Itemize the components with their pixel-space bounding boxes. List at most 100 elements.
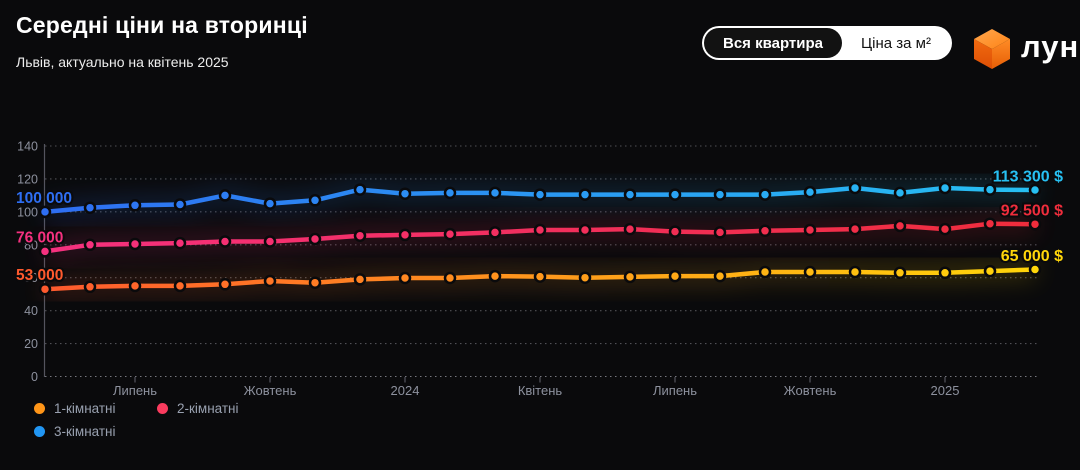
data-point-3-кімнатні-19[interactable]: [893, 186, 907, 200]
legend-marker-1-room-icon: [34, 403, 45, 414]
data-point-1-кімнатні-9[interactable]: [443, 271, 457, 285]
data-point-3-кімнатні-4[interactable]: [218, 189, 232, 202]
data-point-1-кімнатні-19[interactable]: [893, 266, 907, 280]
data-point-3-кімнатні-1[interactable]: [83, 201, 97, 214]
toggle-price-per-m2-button[interactable]: Ціна за м²: [842, 28, 950, 58]
lun-logo-text: лун: [1021, 28, 1080, 64]
start-value-label-3-кімнатні: 100 000: [16, 190, 72, 207]
data-point-2-кімнатні-19[interactable]: [893, 219, 907, 233]
data-point-1-кімнатні-10[interactable]: [488, 269, 502, 283]
data-point-1-кімнатні-20[interactable]: [938, 266, 952, 280]
data-point-1-кімнатні-21[interactable]: [983, 264, 997, 278]
data-point-3-кімнатні-0[interactable]: [38, 205, 52, 219]
data-point-2-кімнатні-5[interactable]: [263, 235, 277, 248]
data-point-1-кімнатні-14[interactable]: [668, 269, 682, 283]
data-point-3-кімнатні-3[interactable]: [173, 198, 187, 211]
data-point-1-кімнатні-12[interactable]: [578, 271, 592, 284]
legend-item-1-room[interactable]: 1-кімнатні: [34, 401, 157, 416]
data-point-1-кімнатні-11[interactable]: [533, 270, 547, 283]
data-point-2-кімнатні-15[interactable]: [713, 226, 727, 239]
legend-marker-2-room-icon: [157, 403, 168, 414]
data-point-3-кімнатні-18[interactable]: [848, 181, 862, 195]
y-tick-label-120: 120: [17, 172, 38, 186]
data-point-2-кімнатні-7[interactable]: [353, 229, 367, 242]
data-point-2-кімнатні-9[interactable]: [443, 227, 457, 241]
data-point-2-кімнатні-18[interactable]: [848, 222, 862, 236]
page-title: Середні ціни на вторинці: [16, 12, 308, 38]
data-point-1-кімнатні-7[interactable]: [353, 273, 367, 286]
data-point-3-кімнатні-17[interactable]: [803, 185, 817, 199]
data-point-3-кімнатні-16[interactable]: [758, 188, 772, 201]
data-point-2-кімнатні-8[interactable]: [398, 228, 412, 242]
end-value-label-1-кімнатні: 65 000 $: [1001, 248, 1063, 265]
y-tick-label-100: 100: [17, 205, 38, 219]
lun-logo: лун: [972, 27, 1079, 71]
data-point-3-кімнатні-6[interactable]: [308, 194, 322, 207]
data-point-1-кімнатні-3[interactable]: [173, 279, 187, 293]
legend-label-2-room: 2-кімнатні: [177, 401, 239, 416]
y-tick-label-80: 80: [24, 238, 38, 252]
data-point-3-кімнатні-22[interactable]: [1028, 183, 1042, 197]
data-point-1-кімнатні-6[interactable]: [308, 276, 322, 289]
data-point-2-кімнатні-2[interactable]: [128, 237, 142, 251]
data-point-2-кімнатні-0[interactable]: [38, 245, 52, 258]
legend-item-2-room[interactable]: 2-кімнатні: [157, 401, 239, 416]
data-point-3-кімнатні-7[interactable]: [353, 183, 367, 196]
x-tick-label-Жовтень: Жовтень: [244, 383, 297, 398]
data-point-1-кімнатні-4[interactable]: [218, 278, 232, 291]
data-point-2-кімнатні-21[interactable]: [983, 217, 997, 230]
x-tick-label-Жовтень: Жовтень: [784, 383, 837, 398]
legend-label-3-room: 3-кімнатні: [54, 424, 116, 439]
data-point-2-кімнатні-11[interactable]: [533, 223, 547, 237]
data-point-1-кімнатні-22[interactable]: [1028, 263, 1042, 276]
data-point-1-кімнатні-16[interactable]: [758, 265, 772, 279]
data-point-2-кімнатні-4[interactable]: [218, 235, 232, 248]
data-point-3-кімнатні-20[interactable]: [938, 181, 952, 195]
data-point-2-кімнатні-20[interactable]: [938, 222, 952, 236]
page-subtitle: Львів, актуально на квітень 2025: [16, 54, 229, 70]
data-point-3-кімнатні-13[interactable]: [623, 188, 637, 201]
legend-item-3-room[interactable]: 3-кімнатні: [34, 424, 157, 439]
data-point-2-кімнатні-22[interactable]: [1028, 217, 1042, 231]
data-point-3-кімнатні-21[interactable]: [983, 183, 997, 196]
data-point-2-кімнатні-13[interactable]: [623, 222, 637, 236]
toggle-whole-apartment-button[interactable]: Вся квартира: [704, 28, 843, 58]
data-point-3-кімнатні-11[interactable]: [533, 188, 547, 201]
legend-marker-3-room-icon: [34, 426, 45, 437]
data-point-1-кімнатні-15[interactable]: [713, 269, 727, 283]
end-value-label-2-кімнатні: 92 500 $: [1001, 203, 1063, 220]
data-point-1-кімнатні-18[interactable]: [848, 265, 862, 279]
data-point-2-кімнатні-12[interactable]: [578, 223, 592, 237]
data-point-2-кімнатні-3[interactable]: [173, 236, 187, 250]
y-tick-label-20: 20: [24, 337, 38, 351]
x-tick-label-Квітень: Квітень: [518, 383, 563, 398]
data-point-2-кімнатні-16[interactable]: [758, 224, 772, 238]
data-point-2-кімнатні-17[interactable]: [803, 223, 817, 237]
data-point-1-кімнатні-0[interactable]: [38, 282, 52, 296]
data-point-3-кімнатні-14[interactable]: [668, 188, 682, 201]
data-point-1-кімнатні-13[interactable]: [623, 270, 637, 284]
data-point-1-кімнатні-5[interactable]: [263, 274, 277, 288]
data-point-1-кімнатні-1[interactable]: [83, 280, 97, 294]
data-point-3-кімнатні-10[interactable]: [488, 186, 502, 200]
start-value-label-1-кімнатні: 53 000: [16, 267, 63, 284]
data-point-3-кімнатні-9[interactable]: [443, 186, 457, 200]
data-point-2-кімнатні-10[interactable]: [488, 226, 502, 239]
data-point-3-кімнатні-5[interactable]: [263, 197, 277, 210]
data-point-2-кімнатні-1[interactable]: [83, 238, 97, 252]
data-point-1-кімнатні-8[interactable]: [398, 271, 412, 285]
data-point-1-кімнатні-2[interactable]: [128, 279, 142, 293]
data-point-1-кімнатні-17[interactable]: [803, 265, 817, 279]
data-point-3-кімнатні-12[interactable]: [578, 188, 592, 201]
x-tick-label-Липень: Липень: [113, 383, 157, 398]
legend-label-1-room: 1-кімнатні: [54, 401, 116, 416]
price-mode-toggle: Вся квартира Ціна за м²: [702, 26, 952, 60]
data-point-2-кімнатні-14[interactable]: [668, 225, 682, 238]
x-tick-label-2024: 2024: [391, 383, 420, 398]
data-point-3-кімнатні-2[interactable]: [128, 199, 142, 212]
data-point-3-кімнатні-15[interactable]: [713, 188, 727, 201]
data-point-3-кімнатні-8[interactable]: [398, 187, 412, 200]
data-point-2-кімнатні-6[interactable]: [308, 232, 322, 246]
